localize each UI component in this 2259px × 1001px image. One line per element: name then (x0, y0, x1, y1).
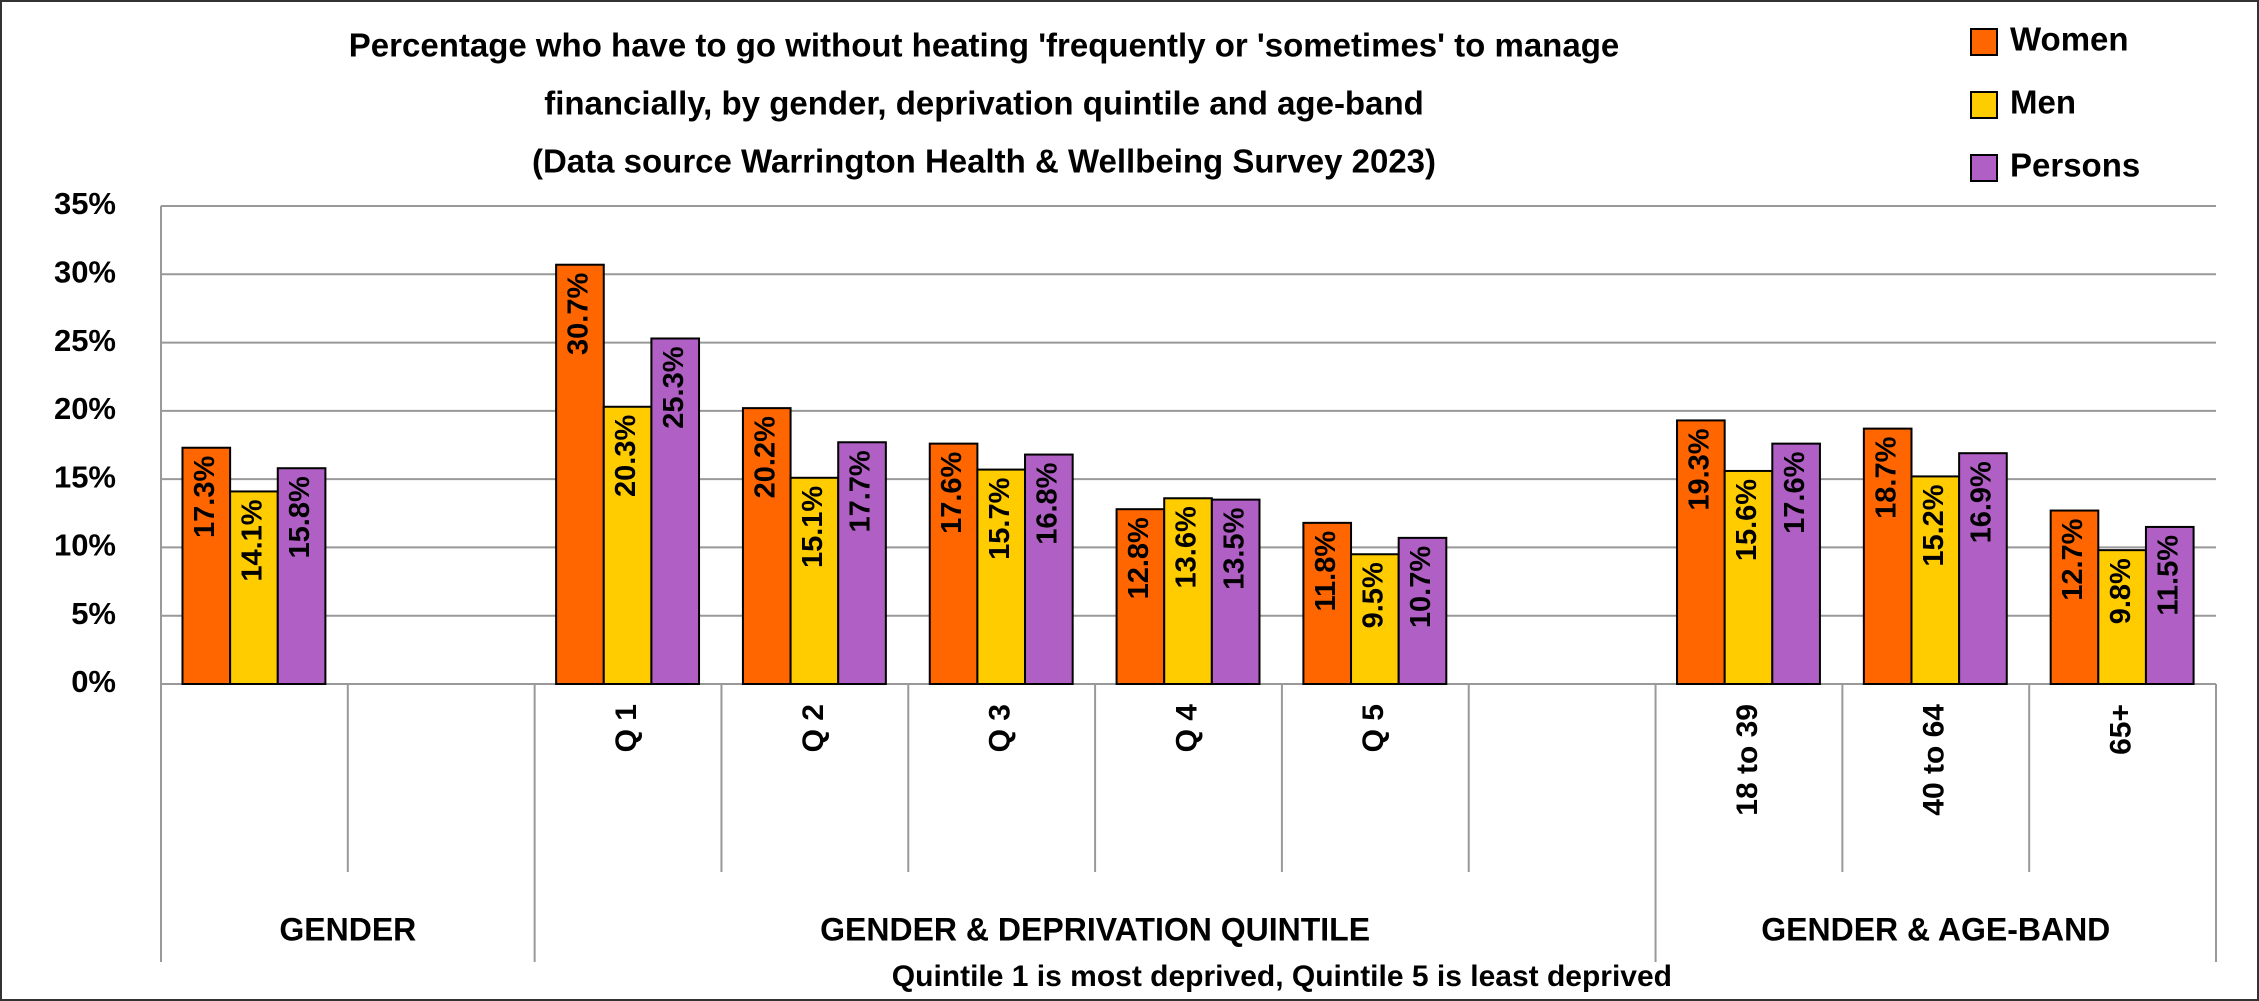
data-label: 18.7% (1870, 436, 1902, 518)
bar (1115, 508, 1166, 685)
bar (1862, 427, 1913, 685)
y-tick-label: 5% (71, 596, 116, 631)
y-tick-label: 30% (54, 254, 116, 289)
data-label: 13.5% (1218, 507, 1250, 589)
data-label: 19.3% (1684, 428, 1716, 510)
y-tick-label: 10% (54, 528, 116, 563)
data-label: 17.7% (845, 450, 877, 532)
data-label: 9.5% (1358, 562, 1390, 628)
data-label: 15.1% (797, 486, 829, 568)
data-label: 13.6% (1171, 506, 1203, 588)
bar (650, 337, 701, 685)
x-tick-label: Q 1 (610, 704, 643, 752)
data-label: 9.8% (2105, 558, 2137, 624)
data-label: 25.3% (658, 346, 690, 428)
data-label: 20.2% (749, 416, 781, 498)
data-label: 30.7% (563, 273, 595, 355)
bar (928, 442, 979, 685)
legend-swatch (1970, 154, 1998, 182)
bar (1958, 452, 2008, 685)
x-tick-label: Q 3 (984, 704, 1017, 752)
bar (229, 490, 279, 686)
bar (555, 263, 605, 685)
bar (1163, 497, 1213, 685)
data-label: 17.6% (936, 451, 968, 533)
bar (1771, 442, 1821, 685)
bar (276, 467, 327, 685)
data-label: 16.8% (1032, 462, 1064, 544)
bar (1723, 469, 1774, 685)
x-tick-label: 40 to 64 (1918, 704, 1951, 816)
x-tick-label: 18 to 39 (1731, 704, 1764, 816)
bar (741, 407, 792, 685)
data-label: 15.6% (1731, 479, 1763, 561)
legend-label: Men (2010, 84, 2076, 121)
bar (789, 476, 840, 685)
legend-swatch (1970, 28, 1998, 56)
bar (1210, 498, 1261, 685)
bar (1676, 419, 1726, 685)
data-label: 10.7% (1405, 546, 1437, 628)
data-label: 15.8% (284, 476, 316, 558)
y-tick-label: 0% (71, 664, 116, 699)
data-label: 16.9% (1966, 461, 1998, 543)
data-label: 20.3% (610, 415, 642, 497)
data-label: 14.1% (237, 499, 269, 581)
legend-label: Women (2010, 21, 2129, 58)
legend-label: Persons (2010, 147, 2140, 184)
group-label: GENDER & DEPRIVATION QUINTILE (820, 911, 1370, 947)
x-tick-label: Q 4 (1170, 704, 1203, 753)
y-tick-label: 15% (54, 459, 116, 494)
chart-title: Percentage who have to go without heatin… (349, 27, 1619, 64)
bar (976, 468, 1027, 685)
y-tick-label: 25% (54, 323, 116, 358)
bar (2049, 509, 2100, 685)
data-label: 15.2% (1918, 484, 1950, 566)
chart-title: (Data source Warrington Health & Wellbei… (532, 143, 1436, 180)
y-tick-label: 35% (54, 186, 116, 221)
x-tick-label: Q 2 (797, 704, 830, 752)
bar (602, 405, 653, 685)
data-label: 17.3% (189, 456, 221, 538)
data-label: 12.7% (2057, 518, 2089, 600)
bar (2144, 525, 2195, 686)
y-tick-label: 20% (54, 391, 116, 426)
x-tick-label: 65+ (2105, 704, 2138, 755)
data-label: 11.8% (1310, 531, 1342, 612)
bar (2097, 549, 2147, 685)
group-label: GENDER & AGE-BAND (1761, 911, 2110, 947)
group-label: GENDER (279, 911, 416, 947)
footnote: Quintile 1 is most deprived, Quintile 5 … (892, 960, 1672, 993)
bar (1024, 453, 1074, 685)
x-tick-label: Q 5 (1357, 704, 1390, 752)
bar (837, 441, 887, 686)
chart-title: financially, by gender, deprivation quin… (544, 85, 1424, 122)
data-label: 12.8% (1123, 517, 1155, 599)
legend-swatch (1970, 91, 1998, 119)
data-label: 11.5% (2152, 535, 2184, 616)
bar (1397, 536, 1448, 686)
data-label: 17.6% (1779, 451, 1811, 533)
bar (1350, 553, 1400, 685)
data-label: 15.7% (984, 477, 1016, 559)
